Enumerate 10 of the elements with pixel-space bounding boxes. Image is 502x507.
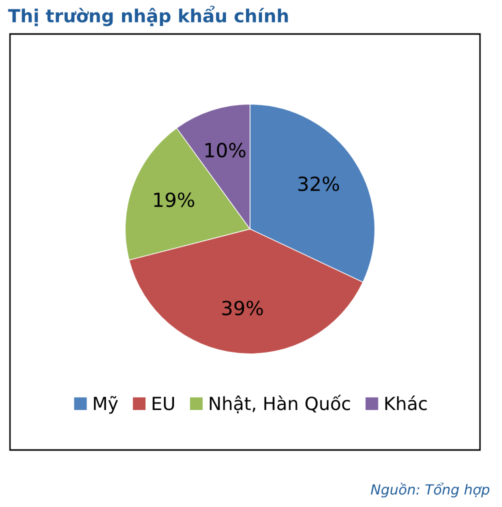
legend-label: Nhật, Hàn Quốc — [210, 394, 350, 414]
chart-title: Thị trường nhập khẩu chính — [8, 6, 288, 26]
data-label: 19% — [154, 192, 194, 208]
legend-label: EU — [152, 396, 174, 410]
legend-label: Khác — [385, 396, 427, 410]
legend-label: Mỹ — [94, 396, 118, 414]
data-label: 39% — [222, 300, 263, 316]
data-label: 10% — [205, 142, 246, 158]
data-label: 32% — [298, 176, 340, 192]
text: Nguồn: Tổng hợp — [370, 482, 490, 498]
